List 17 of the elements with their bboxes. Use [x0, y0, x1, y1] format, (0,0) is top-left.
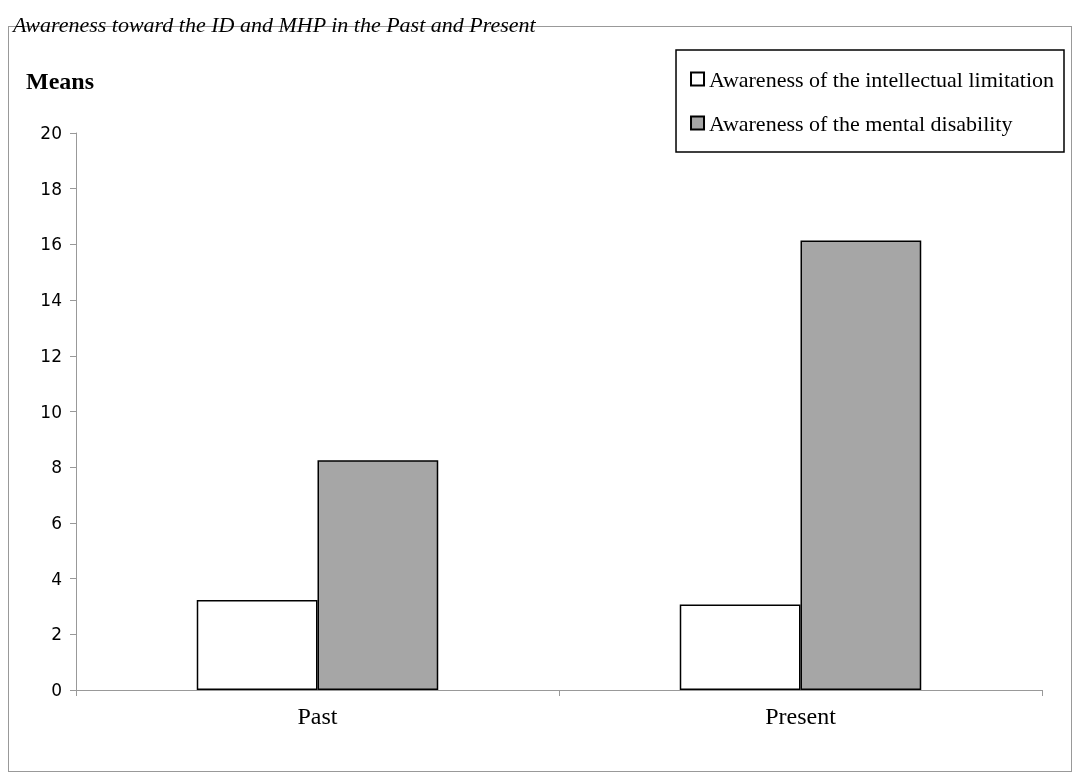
y-axis-title: Means — [26, 68, 94, 94]
x-tick-label: Present — [765, 703, 837, 729]
y-tick-label: 4 — [51, 568, 62, 589]
y-tick-label: 14 — [40, 290, 62, 311]
y-tick-label: 18 — [40, 178, 62, 199]
y-tick-label: 6 — [51, 512, 62, 533]
y-tick-label: 10 — [40, 401, 62, 422]
y-tick-label: 0 — [51, 680, 62, 700]
legend-label: Awareness of the mental disability — [709, 110, 1013, 136]
y-tick-label: 20 — [40, 123, 62, 143]
x-tick-label: Past — [297, 703, 338, 729]
y-tick-label: 2 — [51, 624, 62, 645]
legend-label: Awareness of the intellectual limitation — [709, 66, 1055, 92]
y-tick-label: 16 — [40, 234, 62, 255]
y-tick-label: 8 — [51, 457, 62, 478]
y-tick-label: 12 — [40, 345, 62, 366]
chart-title: Awareness toward the ID and MHP in the Past and Present — [11, 11, 537, 37]
